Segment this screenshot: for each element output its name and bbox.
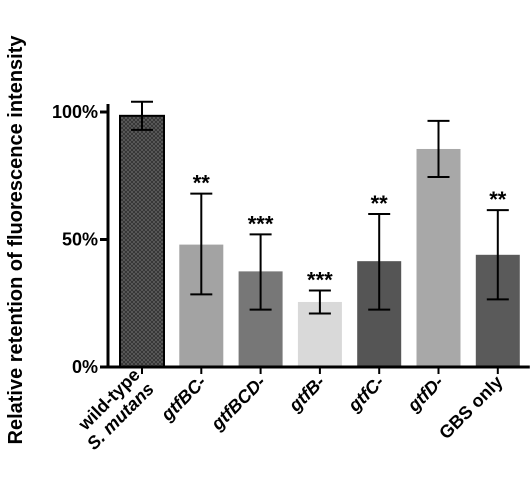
x-tick-label-6: GBS only <box>435 372 506 443</box>
x-tick-label-line: gtfBC- <box>156 372 210 426</box>
x-tick-label-line: gtfC- <box>343 372 388 417</box>
significance-group: ********** ** <box>193 171 507 293</box>
x-labels-group: wild-typeS. mutans gtfBC-gtfBCD-gtfB-gtfC… <box>69 365 507 454</box>
y-tick-label-0: 0% <box>72 357 98 377</box>
significance-label-2: *** <box>248 211 274 236</box>
x-tick-label-line: gtfBCD- <box>207 372 270 435</box>
y-ticks-group: 0% 50% 100% <box>52 102 108 377</box>
x-tick-label-0: wild-typeS. mutans <box>69 365 158 454</box>
x-tick-label-1: gtfBC- <box>156 372 210 426</box>
x-tick-label-3: gtfB- <box>284 372 329 417</box>
axes-group <box>106 104 530 374</box>
x-tick-label-line: gtfD- <box>403 372 448 417</box>
y-tick-label-2: 100% <box>52 102 98 122</box>
y-axis-label: Relative retention of fluorescence inten… <box>5 35 27 445</box>
bars-group <box>119 114 520 368</box>
y-tick-label-1: 50% <box>62 230 98 250</box>
bar-0 <box>119 114 165 368</box>
x-tick-label-line: GBS only <box>435 372 506 443</box>
significance-label-3: *** <box>307 268 333 293</box>
significance-label-4: ** <box>371 191 389 216</box>
bar-5 <box>416 148 461 367</box>
x-tick-label-line: gtfB- <box>284 372 329 417</box>
x-tick-label-2: gtfBCD- <box>207 372 270 435</box>
significance-label-1: ** <box>193 171 211 196</box>
x-tick-label-5: gtfD- <box>403 372 448 417</box>
significance-label-6: ** <box>489 187 507 212</box>
error-bars-group <box>131 100 509 315</box>
x-tick-label-4: gtfC- <box>343 372 388 417</box>
